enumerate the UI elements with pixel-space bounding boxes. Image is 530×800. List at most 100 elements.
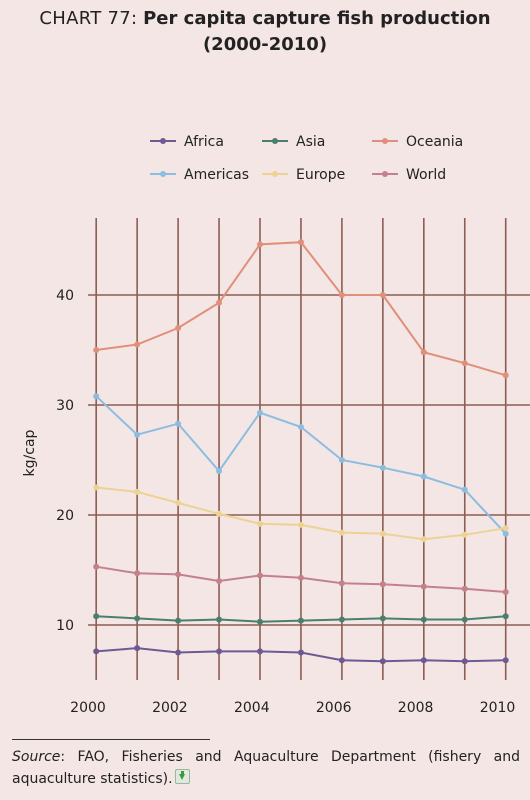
legend-item-asia: Asia <box>262 134 325 150</box>
data-point-oceania <box>175 325 182 331</box>
data-point-africa <box>420 657 427 664</box>
legend-label: World <box>406 167 446 183</box>
data-point-world <box>502 589 509 595</box>
source-note: Source: FAO, Fisheries and Aquaculture D… <box>12 746 520 790</box>
data-point-europe <box>297 521 304 528</box>
data-point-americas <box>257 409 263 416</box>
data-point-asia <box>134 615 141 622</box>
legend-label: Africa <box>184 134 224 150</box>
data-point-oceania <box>297 239 304 246</box>
legend-item-americas: Americas <box>150 167 249 183</box>
x-tick-label: 2008 <box>398 700 434 716</box>
data-point-europe <box>216 510 223 517</box>
data-point-oceania <box>216 299 223 306</box>
legend-item-oceania: Oceania <box>372 134 463 150</box>
source-label: Source <box>12 749 61 765</box>
data-point-europe <box>338 529 345 536</box>
chart-title-main: Per capita capture fish production <box>143 8 491 29</box>
data-point-africa <box>216 648 223 655</box>
data-point-africa <box>297 649 304 656</box>
data-point-africa <box>257 648 263 655</box>
data-point-oceania <box>502 372 509 379</box>
x-tick-label: 2006 <box>316 700 352 716</box>
x-tick-label: 2010 <box>480 700 516 716</box>
y-axis-label: kg/cap <box>22 429 38 476</box>
legend-label: Americas <box>184 167 249 183</box>
y-tick-label: 30 <box>56 398 74 414</box>
data-point-oceania <box>134 341 141 348</box>
legend-label: Asia <box>296 134 325 150</box>
data-point-world <box>420 583 427 590</box>
legend-swatch-marker <box>382 171 388 177</box>
legend-item-europe: Europe <box>262 167 345 183</box>
data-point-americas <box>93 393 100 400</box>
data-point-asia <box>502 613 509 620</box>
data-point-asia <box>379 615 386 622</box>
y-tick-label: 40 <box>56 288 74 304</box>
data-point-africa <box>175 649 182 656</box>
chart-number: CHART 77: <box>39 8 138 29</box>
data-point-oceania <box>93 347 100 353</box>
data-point-world <box>338 580 345 587</box>
legend-swatch-marker <box>382 138 388 144</box>
data-point-world <box>257 572 263 579</box>
data-point-asia <box>257 618 263 625</box>
data-point-world <box>461 585 468 592</box>
data-point-world <box>297 574 304 581</box>
legend-swatch-marker <box>160 138 166 144</box>
data-point-americas <box>420 473 427 480</box>
footer-divider <box>12 739 210 740</box>
data-point-africa <box>461 658 468 665</box>
legend-label: Oceania <box>406 134 463 150</box>
data-point-oceania <box>257 241 263 248</box>
legend-swatch-marker <box>272 171 278 177</box>
data-point-world <box>216 578 223 584</box>
chart-title-years: (2000-2010) <box>202 34 328 55</box>
line-chart: 10 20 30 40 2000 2002 2004 2006 2008 2010 kg/cap Af… <box>22 134 530 716</box>
data-point-americas <box>338 457 345 463</box>
legend-label: Europe <box>296 167 345 183</box>
data-point-americas <box>134 431 141 438</box>
data-point-oceania <box>420 349 427 356</box>
x-tick-label: 2002 <box>152 700 188 716</box>
data-point-oceania <box>338 292 345 298</box>
y-tick-label: 20 <box>56 508 74 524</box>
download-icon[interactable] <box>174 769 190 784</box>
data-point-asia <box>216 616 223 623</box>
legend-swatch-marker <box>160 171 166 177</box>
data-point-africa <box>338 657 345 664</box>
x-tick-label: 2004 <box>234 700 270 716</box>
data-point-asia <box>420 616 427 623</box>
data-point-world <box>175 571 182 578</box>
data-point-europe <box>461 531 468 538</box>
data-point-americas <box>297 424 304 430</box>
data-point-asia <box>175 617 182 624</box>
x-tick-label: 2000 <box>70 700 106 716</box>
data-point-europe <box>420 536 427 543</box>
data-point-europe <box>257 520 263 527</box>
data-point-americas <box>379 464 386 471</box>
data-point-europe <box>93 484 100 491</box>
data-point-europe <box>175 499 182 506</box>
data-point-africa <box>93 648 100 655</box>
data-point-europe <box>502 525 509 532</box>
data-point-world <box>379 581 386 588</box>
data-point-africa <box>134 645 141 652</box>
chart-title: CHART 77: Per capita capture fish produc… <box>0 6 530 58</box>
data-point-africa <box>379 658 386 665</box>
data-point-americas <box>216 468 223 474</box>
data-point-americas <box>502 530 509 537</box>
data-point-europe <box>134 488 141 495</box>
data-point-world <box>93 563 100 570</box>
data-point-asia <box>297 617 304 624</box>
data-point-oceania <box>379 292 386 298</box>
data-point-asia <box>93 613 100 620</box>
data-point-africa <box>502 657 509 664</box>
legend-item-africa: Africa <box>150 134 224 150</box>
data-point-asia <box>338 616 345 623</box>
data-point-americas <box>175 420 182 427</box>
legend-swatch-marker <box>272 138 278 144</box>
data-point-oceania <box>461 360 468 367</box>
data-point-americas <box>461 486 468 493</box>
source-text: : FAO, Fisheries and Aquaculture Departm… <box>12 749 520 787</box>
